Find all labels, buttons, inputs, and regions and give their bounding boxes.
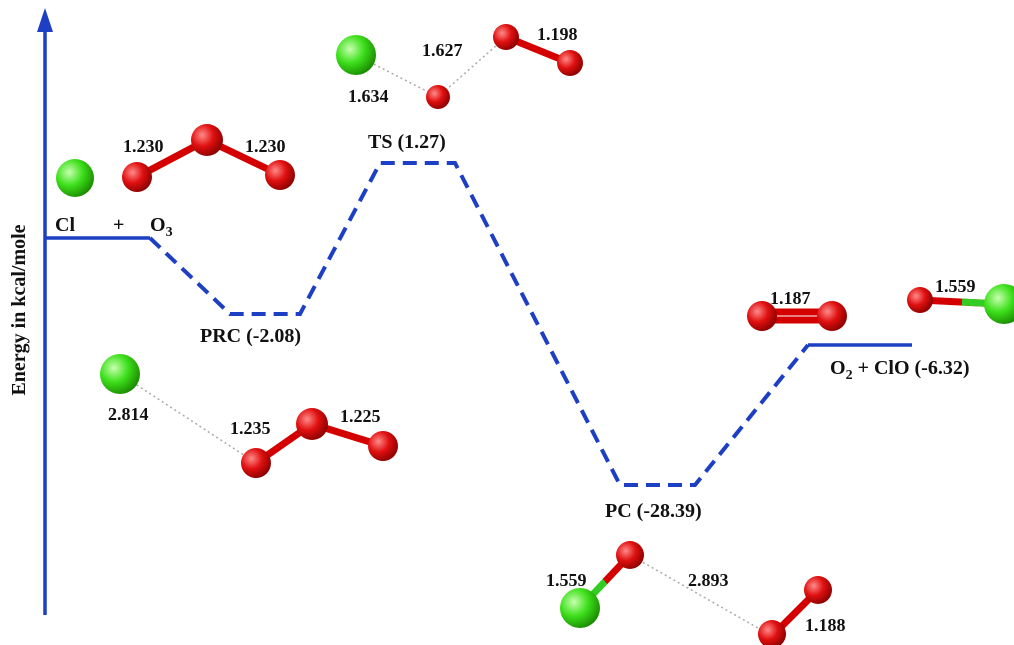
- ts-label: TS (1.27): [368, 131, 446, 153]
- bond-length: 1.559: [935, 276, 976, 296]
- reactant-label: Cl: [55, 214, 75, 236]
- bond-length: 1.225: [340, 406, 381, 426]
- axis-arrow: [37, 8, 53, 32]
- bond-length: 1.235: [230, 418, 271, 438]
- bond-length: 1.634: [348, 86, 389, 106]
- reactant-molecule: [56, 124, 295, 197]
- bond-length: 1.627: [422, 40, 463, 60]
- bond-length: 1.559: [546, 570, 587, 590]
- prc-label: PRC (-2.08): [200, 325, 301, 347]
- bond-length: 2.893: [688, 570, 729, 590]
- pc-label: PC (-28.39): [605, 500, 702, 522]
- bond-length: 1.230: [245, 136, 286, 156]
- energy-diagram: Energy in kcal/mole Cl + O3 PRC (-2.08) …: [0, 0, 1014, 645]
- axis-label: Energy in kcal/mole: [8, 224, 30, 395]
- pc-molecule: [560, 541, 832, 645]
- ozone-label: O3: [150, 214, 173, 240]
- bond-length: 1.230: [123, 136, 164, 156]
- bond-length: 1.188: [805, 615, 846, 635]
- bond-length: 1.198: [537, 24, 578, 44]
- bond-length: 1.187: [770, 288, 811, 308]
- product-label: O2+ ClO (-6.32): [830, 357, 970, 383]
- plus-sign: +: [113, 214, 124, 236]
- bond-length: 2.814: [108, 404, 149, 424]
